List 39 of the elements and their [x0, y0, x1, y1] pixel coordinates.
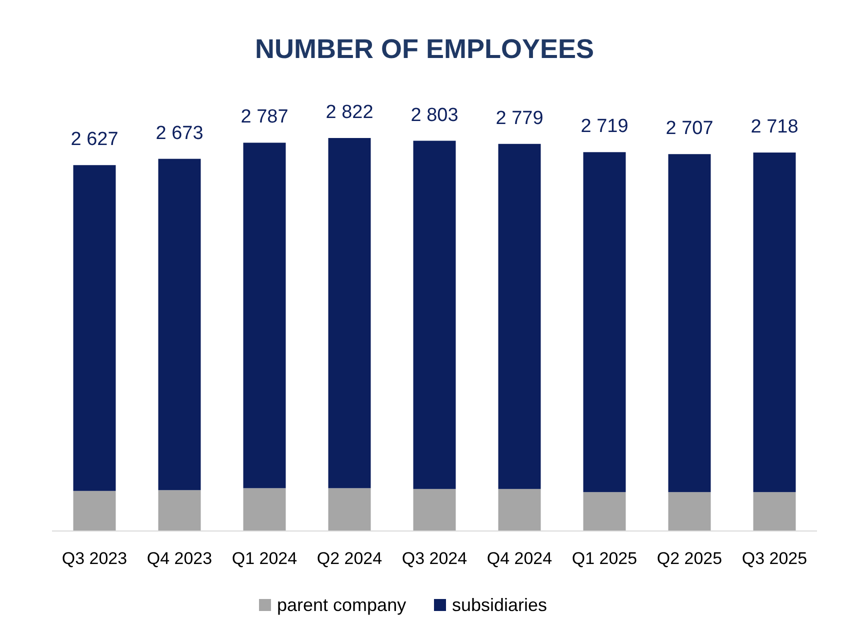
x-tick-label: Q2 2024 [316, 549, 382, 568]
annotation: 2 707 [666, 118, 714, 140]
text: 2 779 [496, 108, 544, 129]
x-tick-label: Q1 2025 [572, 549, 638, 568]
bar [413, 488, 456, 531]
x-tick-label: Q4 2024 [486, 549, 552, 568]
bar [243, 142, 286, 488]
bar [668, 492, 711, 531]
annotation: 2 673 [156, 122, 204, 144]
chart-title: NUMBER OF EMPLOYEES [254, 34, 594, 64]
bar [158, 490, 201, 531]
legend-label: parent company [277, 595, 406, 615]
x-tick-label: Q4 2023 [146, 549, 212, 568]
bar [158, 158, 201, 490]
bar [583, 492, 626, 531]
bar [328, 488, 371, 531]
bar [73, 165, 116, 491]
x-tick-label: Q2 2025 [656, 549, 722, 568]
text: 2 719 [580, 116, 628, 138]
bar [498, 488, 541, 531]
bar [753, 152, 796, 492]
x-tick-label: Q1 2024 [232, 549, 298, 568]
bar [498, 144, 541, 489]
text: 2 787 [240, 106, 288, 128]
text: 2 822 [326, 102, 374, 123]
bar [668, 154, 711, 492]
bar [328, 138, 371, 488]
bar [583, 152, 626, 492]
bar [413, 140, 456, 489]
annotation: 2 627 [70, 129, 118, 150]
x-tick-label: Q3 2024 [402, 549, 468, 568]
text: 2 718 [750, 116, 798, 138]
bar [753, 492, 796, 531]
x-tick-label: Q3 2023 [62, 549, 128, 568]
x-tick-label: Q3 2025 [742, 549, 808, 568]
bar [243, 488, 286, 531]
text: 2 803 [410, 104, 458, 126]
legend-label: subsidiaries [452, 595, 548, 615]
bar [73, 490, 116, 531]
